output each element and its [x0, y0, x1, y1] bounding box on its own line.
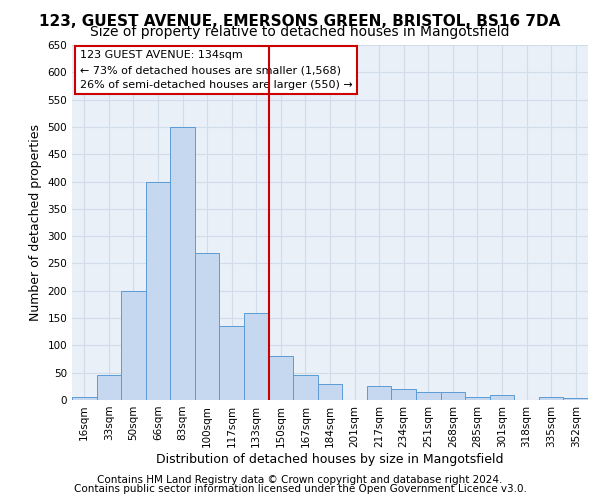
Text: Contains HM Land Registry data © Crown copyright and database right 2024.: Contains HM Land Registry data © Crown c… — [97, 475, 503, 485]
Bar — [490, 394, 514, 400]
Bar — [318, 384, 342, 400]
Text: Size of property relative to detached houses in Mangotsfield: Size of property relative to detached ho… — [90, 25, 510, 39]
Bar — [220, 326, 244, 400]
X-axis label: Distribution of detached houses by size in Mangotsfield: Distribution of detached houses by size … — [156, 452, 504, 466]
Bar — [367, 386, 391, 400]
Y-axis label: Number of detached properties: Number of detached properties — [29, 124, 42, 321]
Bar — [539, 398, 563, 400]
Bar — [97, 376, 121, 400]
Bar — [72, 398, 97, 400]
Bar — [391, 389, 416, 400]
Bar — [465, 398, 490, 400]
Bar — [293, 376, 318, 400]
Bar — [195, 252, 220, 400]
Bar — [416, 392, 440, 400]
Bar — [563, 398, 588, 400]
Text: 123 GUEST AVENUE: 134sqm
← 73% of detached houses are smaller (1,568)
26% of sem: 123 GUEST AVENUE: 134sqm ← 73% of detach… — [80, 50, 352, 90]
Bar — [121, 291, 146, 400]
Bar — [244, 312, 269, 400]
Bar — [440, 392, 465, 400]
Bar — [146, 182, 170, 400]
Bar — [170, 127, 195, 400]
Text: Contains public sector information licensed under the Open Government Licence v3: Contains public sector information licen… — [74, 484, 526, 494]
Bar — [269, 356, 293, 400]
Text: 123, GUEST AVENUE, EMERSONS GREEN, BRISTOL, BS16 7DA: 123, GUEST AVENUE, EMERSONS GREEN, BRIST… — [40, 14, 560, 29]
